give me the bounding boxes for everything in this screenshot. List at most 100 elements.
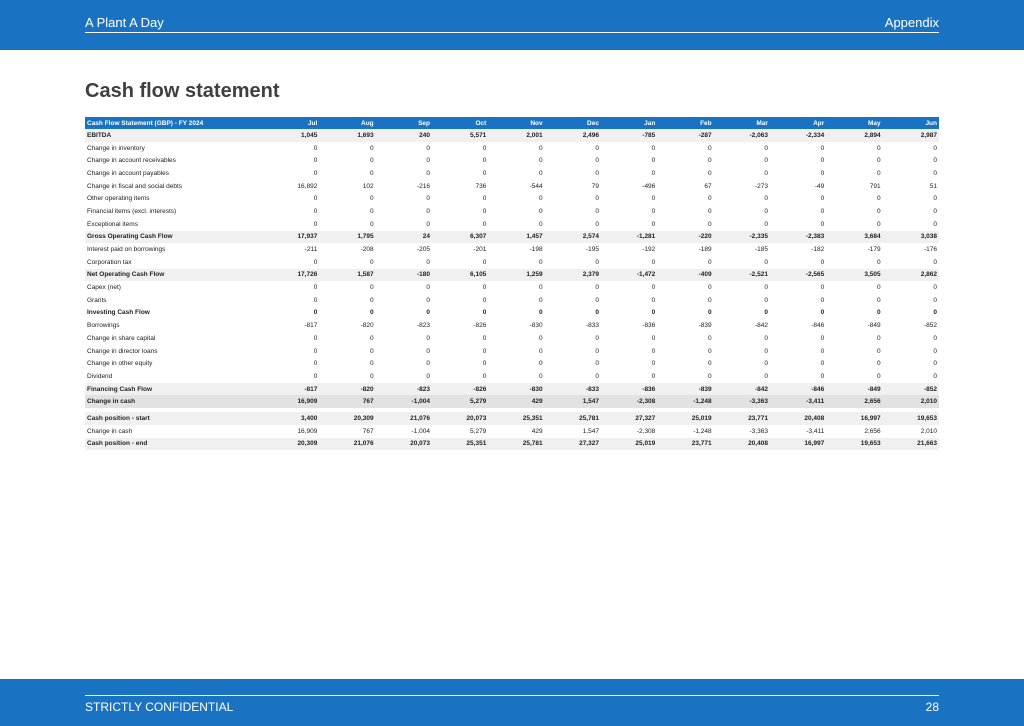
column-header: Jun	[882, 117, 939, 129]
value-cell: 0	[539, 347, 543, 355]
value-cell: 0	[426, 220, 430, 228]
value-cell: 24	[375, 230, 432, 244]
value-cell: 0	[370, 296, 374, 304]
value-cell: 0	[651, 144, 656, 152]
value-cell: 6,307	[431, 230, 489, 244]
value-cell: -3,411	[769, 395, 827, 409]
value-cell: 0	[539, 258, 543, 266]
value-cell: 0	[820, 144, 825, 152]
value-cell: -49	[814, 182, 825, 190]
value-cell: 0	[595, 284, 599, 292]
column-header: Dec	[544, 117, 601, 129]
value-cell: 0	[708, 144, 712, 152]
value-cell: 0	[708, 296, 712, 304]
value-cell: 0	[651, 207, 656, 215]
value-cell: 17,726	[263, 268, 320, 282]
value-cell: -820	[319, 382, 376, 396]
row-label: Change in cash	[87, 427, 133, 435]
value-cell: 25,019	[600, 437, 658, 451]
value-cell: -179	[867, 246, 881, 254]
value-cell: 0	[426, 258, 430, 266]
value-cell: -833	[544, 382, 601, 396]
value-cell: 0	[370, 347, 374, 355]
value-cell: 2,010	[882, 395, 939, 409]
value-cell: 0	[764, 347, 768, 355]
value-cell: 0	[933, 334, 937, 342]
table-row: Change in account receivables 0 0 0 0 0 0 0 0 0 0 0…	[85, 154, 939, 167]
value-cell: 0	[426, 144, 430, 152]
value-cell: 0	[764, 296, 768, 304]
footer-bar: STRICTLY CONFIDENTIAL 28	[0, 679, 1024, 726]
value-cell: 0	[426, 372, 430, 380]
row-label: Gross Operating Cash Flow	[85, 230, 263, 244]
value-cell: 0	[595, 360, 599, 368]
value-cell: 25,019	[657, 412, 714, 425]
table-row: Financing Cash Flow -817 -820 -823 -826 -830-…	[85, 382, 939, 396]
value-cell: -220	[657, 230, 714, 244]
table-row: Change in share capital 0 0 0 0 0 0 0 0 0 0 0 0	[85, 332, 939, 345]
value-cell: 0	[876, 157, 881, 165]
value-cell: 0	[482, 296, 487, 304]
table-row: EBITDA 1,045 1,693 240 5,571 2,001 2,496 -785 -2…	[85, 129, 939, 142]
column-header: Oct	[431, 117, 489, 129]
value-cell: 0	[708, 157, 712, 165]
value-cell: 0	[313, 157, 318, 165]
value-cell: -195	[585, 246, 599, 254]
value-cell: 0	[876, 169, 881, 177]
value-cell: 0	[764, 360, 768, 368]
value-cell: 0	[876, 207, 881, 215]
value-cell: 21,076	[319, 437, 376, 451]
value-cell: 1,693	[319, 129, 376, 142]
value-cell: 21,663	[882, 437, 939, 451]
value-cell: 0	[933, 309, 937, 317]
value-cell: 2,379	[544, 268, 601, 282]
value-cell: 3,400	[263, 412, 320, 425]
value-cell: 0	[820, 309, 825, 317]
value-cell: 51	[929, 182, 937, 190]
value-cell: 0	[764, 258, 768, 266]
row-label: Change in director loans	[87, 347, 158, 355]
value-cell: 5,571	[431, 129, 489, 142]
value-cell: 1,457	[488, 230, 545, 244]
value-cell: 20,073	[431, 412, 489, 425]
value-cell: 23,771	[713, 412, 770, 425]
value-cell: -182	[811, 246, 825, 254]
value-cell: -409	[657, 268, 714, 282]
value-cell: 17,937	[263, 230, 320, 244]
value-cell: -185	[754, 246, 768, 254]
value-cell: 0	[708, 284, 712, 292]
value-cell: 0	[313, 347, 318, 355]
value-cell: 0	[313, 195, 318, 203]
value-cell: 2,001	[488, 129, 545, 142]
value-cell: 2,656	[826, 395, 883, 409]
value-cell: 0	[426, 296, 430, 304]
value-cell: 0	[820, 284, 825, 292]
value-cell: 16,909	[263, 395, 320, 409]
table-row: Change in cash 16,909 767 -1,004 5,279 429 1,5…	[85, 425, 939, 438]
value-cell: 102	[362, 182, 374, 190]
value-cell: -2,335	[713, 230, 770, 244]
column-header: Nov	[488, 117, 545, 129]
column-header: Cash Flow Statement (GBP) - FY 2024	[85, 117, 263, 129]
value-cell: 0	[764, 207, 768, 215]
value-cell: 0	[426, 169, 430, 177]
value-cell: 0	[370, 144, 374, 152]
value-cell: 0	[539, 360, 543, 368]
value-cell: 0	[426, 157, 430, 165]
value-cell: 0	[370, 309, 374, 317]
value-cell: 0	[708, 347, 712, 355]
row-label: Other operating items	[87, 195, 150, 203]
value-cell: -2,521	[713, 268, 770, 282]
row-label: Change in account receivables	[87, 157, 176, 165]
column-header: Sep	[375, 117, 432, 129]
value-cell: 0	[651, 195, 656, 203]
value-cell: -189	[698, 246, 712, 254]
value-cell: 0	[820, 372, 825, 380]
value-cell: 0	[482, 157, 487, 165]
value-cell: 0	[595, 258, 599, 266]
value-cell: 79	[591, 182, 599, 190]
value-cell: 240	[375, 129, 432, 142]
table-row	[85, 408, 939, 413]
value-cell: 2,496	[544, 129, 601, 142]
value-cell: 27,327	[544, 437, 601, 451]
